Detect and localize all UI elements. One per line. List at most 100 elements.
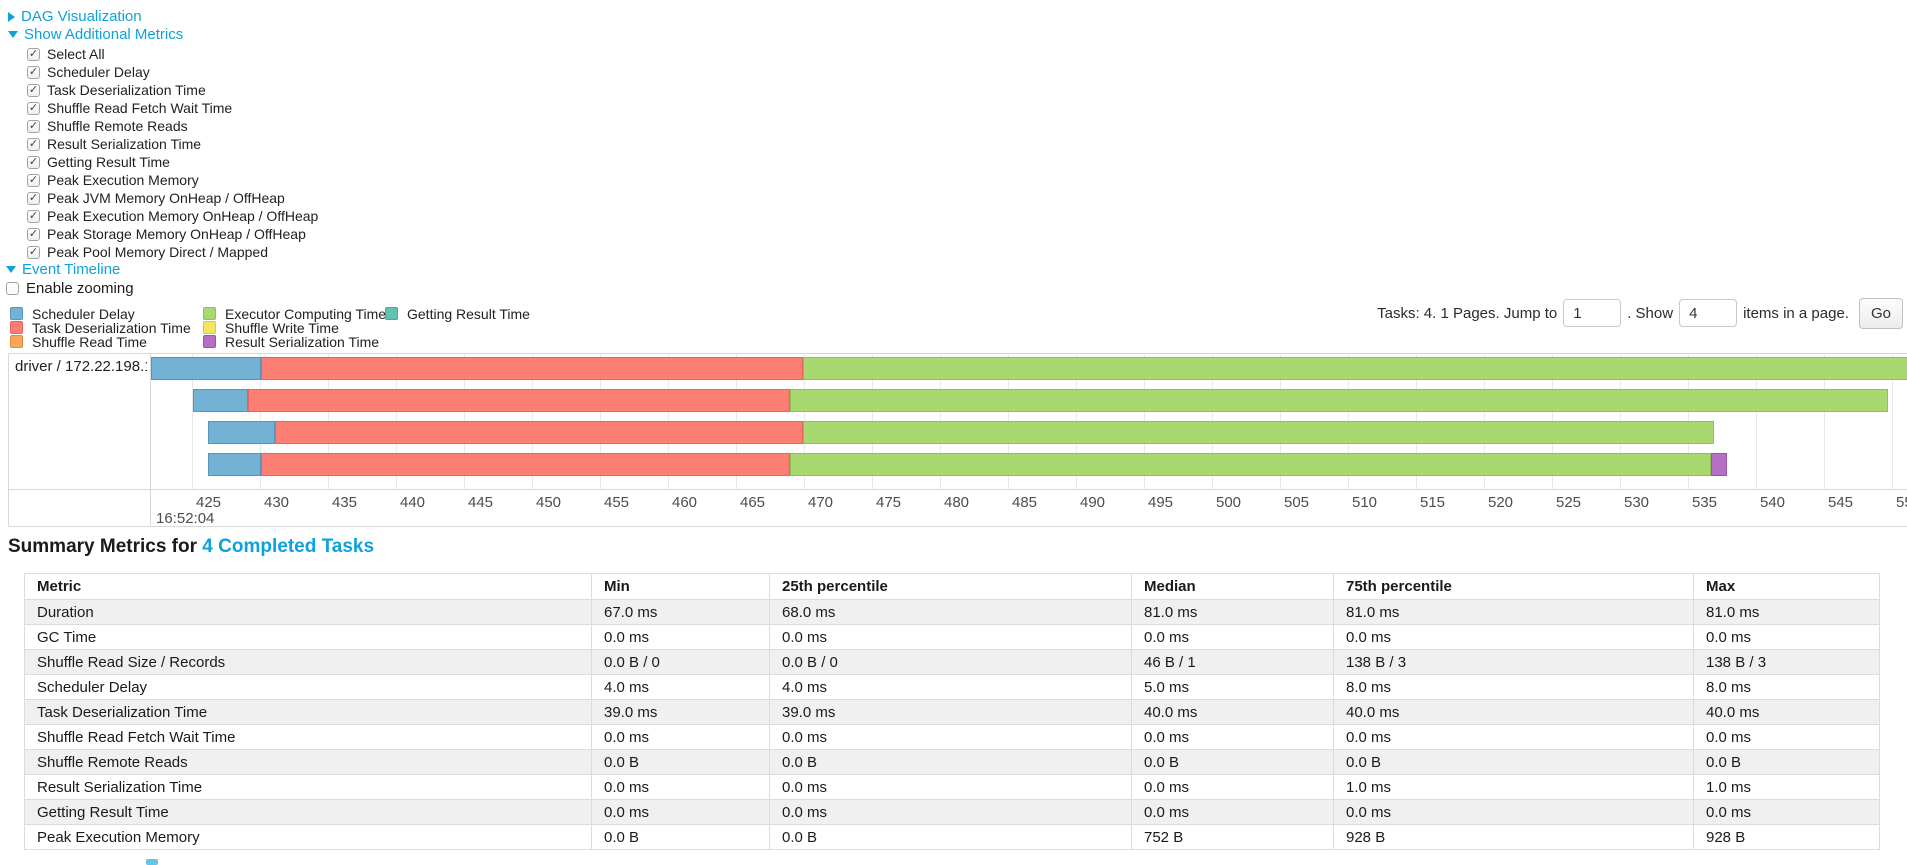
task-bar-task-deserialization[interactable] — [261, 453, 791, 476]
task-bar-scheduler-delay[interactable] — [193, 389, 248, 412]
column-header: 75th percentile — [1333, 573, 1694, 600]
axis-tick-label: 440 — [400, 494, 426, 511]
checked-checkbox[interactable]: ✓ — [27, 209, 40, 223]
metric-value-cell: 1.0 ms — [1333, 774, 1694, 800]
go-button[interactable]: Go — [1858, 297, 1903, 329]
metric-value-cell: 5.0 ms — [1131, 674, 1334, 700]
metric-value-cell: 8.0 ms — [1693, 674, 1880, 700]
metric-value-cell: 40.0 ms — [1131, 699, 1334, 725]
task-bar-executor-computing[interactable] — [790, 453, 1712, 476]
enable-zooming-option[interactable]: Enable zooming — [6, 280, 134, 297]
jump-to-page-input[interactable] — [1563, 299, 1622, 327]
legend-item: Scheduler Delay — [10, 306, 203, 322]
axis-tick-label: 430 — [264, 494, 290, 511]
tasks-count-text: Tasks: 4. 1 Pages. Jump to — [1377, 304, 1558, 322]
legend-item: Task Deserialization Time — [10, 320, 203, 336]
checked-checkbox[interactable]: ✓ — [27, 155, 40, 169]
metric-value-cell: 40.0 ms — [1693, 699, 1880, 725]
table-row: Peak Execution Memory 0.0 B 0.0 B 752 B 928 … — [24, 824, 1880, 850]
metric-value-cell: 0.0 ms — [1693, 624, 1880, 650]
metric-value-cell: 39.0 ms — [769, 699, 1132, 725]
metric-checkbox-item[interactable]: ✓ Peak Execution Memory — [27, 171, 318, 189]
metric-checkbox-label: Shuffle Read Fetch Wait Time — [47, 100, 233, 116]
task-bar-result-serialization[interactable] — [1711, 453, 1728, 476]
metric-checkbox-item[interactable]: ✓ Shuffle Remote Reads — [27, 117, 318, 135]
task-bar-scheduler-delay[interactable] — [208, 453, 262, 476]
metric-checkbox-item[interactable]: ✓ Getting Result Time — [27, 153, 318, 171]
metric-checkbox-label: Peak Pool Memory Direct / Mapped — [47, 244, 268, 260]
metric-value-cell: 68.0 ms — [769, 599, 1132, 625]
checked-checkbox[interactable]: ✓ — [27, 227, 40, 241]
metric-checkbox-item[interactable]: ✓ Task Deserialization Time — [27, 81, 318, 99]
legend-item: Shuffle Write Time — [203, 320, 385, 336]
checked-checkbox[interactable]: ✓ — [27, 83, 40, 97]
items-per-page-input[interactable] — [1679, 299, 1738, 327]
axis-divider — [9, 489, 1907, 490]
event-timeline-link[interactable]: Event Timeline — [22, 261, 121, 278]
metric-value-cell: 0.0 B — [591, 749, 770, 775]
metric-value-cell: 46 B / 1 — [1131, 649, 1334, 675]
task-bar-scheduler-delay[interactable] — [151, 357, 262, 380]
dag-visualization-toggle[interactable]: DAG Visualization — [8, 8, 142, 25]
axis-tick-label: 515 — [1420, 494, 1446, 511]
axis-tick-label: 520 — [1488, 494, 1514, 511]
show-additional-metrics-toggle[interactable]: Show Additional Metrics — [8, 26, 183, 43]
completed-tasks-link[interactable]: 4 Completed Tasks — [202, 536, 375, 557]
event-timeline-chart: driver / 172.22.198.104 425 430 435 440 445 4… — [8, 353, 1907, 527]
axis-tick-label: 485 — [1012, 494, 1038, 511]
enable-zooming-checkbox[interactable] — [6, 282, 19, 295]
task-bar-executor-computing[interactable] — [790, 389, 1888, 412]
axis-tick-label: 545 — [1828, 494, 1854, 511]
metric-checkbox-item[interactable]: ✓ Peak Pool Memory Direct / Mapped — [27, 243, 318, 261]
checked-checkbox[interactable]: ✓ — [27, 137, 40, 151]
task-bar-executor-computing[interactable] — [802, 421, 1714, 444]
metric-value-cell: 67.0 ms — [591, 599, 770, 625]
metric-checkbox-item[interactable]: ✓ Select All — [27, 45, 318, 63]
checked-checkbox[interactable]: ✓ — [27, 191, 40, 205]
dag-visualization-link[interactable]: DAG Visualization — [21, 8, 142, 25]
legend-label: Result Serialization Time — [225, 333, 380, 350]
metric-value-cell: 0.0 ms — [591, 624, 770, 650]
metric-checkbox-item[interactable]: ✓ Peak Storage Memory OnHeap / OffHeap — [27, 225, 318, 243]
task-bar-task-deserialization[interactable] — [261, 357, 803, 380]
metric-name-cell: Result Serialization Time — [24, 774, 592, 800]
checked-checkbox[interactable]: ✓ — [27, 65, 40, 79]
event-timeline-toggle[interactable]: Event Timeline — [6, 261, 120, 278]
axis-tick-label: 475 — [876, 494, 902, 511]
metric-checkbox-label: Select All — [47, 46, 105, 62]
checked-checkbox[interactable]: ✓ — [27, 101, 40, 115]
checked-checkbox[interactable]: ✓ — [27, 47, 40, 61]
metric-value-cell: 0.0 ms — [769, 724, 1132, 750]
axis-tick-label: 505 — [1284, 494, 1310, 511]
metric-checkbox-label: Task Deserialization Time — [47, 82, 206, 98]
axis-tick-label: 460 — [672, 494, 698, 511]
metric-checkbox-label: Getting Result Time — [47, 154, 170, 170]
metric-value-cell: 39.0 ms — [591, 699, 770, 725]
column-header: Max — [1693, 573, 1880, 600]
metric-value-cell: 0.0 B — [591, 824, 770, 850]
executor-computing-swatch-icon — [203, 307, 216, 321]
task-bar-task-deserialization[interactable] — [247, 389, 791, 412]
metric-name-cell: Shuffle Remote Reads — [24, 749, 592, 775]
metric-value-cell: 81.0 ms — [1131, 599, 1334, 625]
checked-checkbox[interactable]: ✓ — [27, 245, 40, 259]
task-bar-executor-computing[interactable] — [802, 357, 1907, 380]
show-additional-metrics-link[interactable]: Show Additional Metrics — [24, 26, 184, 43]
table-row: Shuffle Remote Reads 0.0 B 0.0 B 0.0 B 0.0 B… — [24, 749, 1880, 775]
metric-checkbox-item[interactable]: ✓ Result Serialization Time — [27, 135, 318, 153]
task-bar-scheduler-delay[interactable] — [208, 421, 275, 444]
scheduler-delay-swatch-icon — [10, 307, 23, 321]
metric-checkbox-item[interactable]: ✓ Peak Execution Memory OnHeap / OffHeap — [27, 207, 318, 225]
metric-value-cell: 0.0 B — [1131, 749, 1334, 775]
task-bar-task-deserialization[interactable] — [275, 421, 803, 444]
column-header: Metric — [24, 573, 592, 600]
metric-checkbox-item[interactable]: ✓ Shuffle Read Fetch Wait Time — [27, 99, 318, 117]
clipped-next-section — [146, 859, 158, 865]
metric-name-cell: Getting Result Time — [24, 799, 592, 825]
axis-tick-label: 535 — [1692, 494, 1718, 511]
checked-checkbox[interactable]: ✓ — [27, 119, 40, 133]
metric-value-cell: 0.0 B — [1333, 749, 1694, 775]
metric-checkbox-item[interactable]: ✓ Scheduler Delay — [27, 63, 318, 81]
checked-checkbox[interactable]: ✓ — [27, 173, 40, 187]
metric-checkbox-item[interactable]: ✓ Peak JVM Memory OnHeap / OffHeap — [27, 189, 318, 207]
